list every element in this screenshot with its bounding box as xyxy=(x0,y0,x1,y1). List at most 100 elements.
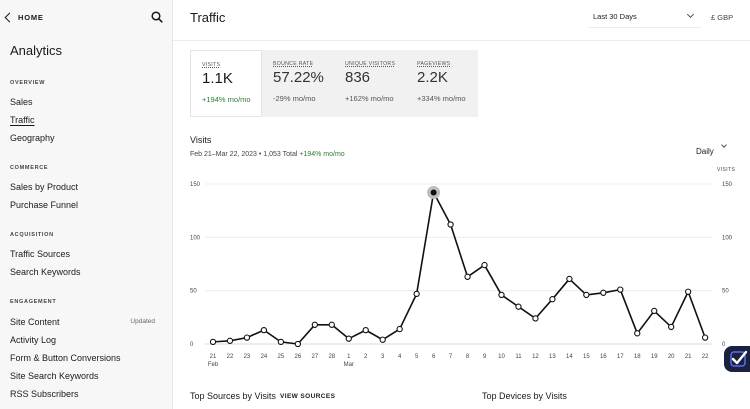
view-sources-link[interactable]: VIEW SOURCES xyxy=(280,393,336,400)
sidebar-item-sales-by-product[interactable]: Sales by Product xyxy=(10,182,79,192)
search-button[interactable] xyxy=(150,10,164,24)
interval-value: Daily xyxy=(696,147,714,156)
sidebar-item-search-keywords[interactable]: Search Keywords xyxy=(10,267,81,277)
data-point xyxy=(226,337,234,344)
x-tick-label: 19 xyxy=(651,354,658,360)
metric-label: BOUNCE RATE xyxy=(273,61,314,67)
sidebar-title: Analytics xyxy=(10,43,63,58)
section-engagement: ENGAGEMENT xyxy=(10,299,57,305)
x-tick-label: 22 xyxy=(227,354,234,360)
sidebar-top-row: HOME xyxy=(4,10,164,24)
data-point xyxy=(634,330,641,337)
sidebar-item-activity-log[interactable]: Activity Log xyxy=(10,335,57,345)
data-point xyxy=(396,325,403,333)
search-icon xyxy=(151,11,163,23)
x-month-label: Feb xyxy=(208,362,219,368)
data-point xyxy=(345,335,352,342)
sidebar-item-form-button-conversions[interactable]: Form & Button Conversions xyxy=(10,353,121,363)
metric-label: VISITS xyxy=(202,62,221,68)
x-tick-label: 14 xyxy=(566,354,573,360)
y-tick-label-right: 100 xyxy=(722,235,733,241)
x-tick-label: 12 xyxy=(532,354,539,360)
currency-select[interactable]: £ GBP xyxy=(711,13,734,22)
x-tick-label: 26 xyxy=(295,354,302,360)
x-tick-label: 1 xyxy=(347,354,351,360)
y-tick-label-left: 150 xyxy=(190,182,201,188)
help-fab-button[interactable] xyxy=(724,346,750,372)
data-point xyxy=(277,338,285,346)
metric-card-unique-visitors[interactable]: UNIQUE VISITORS 836 +162% mo/mo xyxy=(334,50,406,117)
data-point xyxy=(311,321,318,328)
x-tick-label: 4 xyxy=(398,354,402,360)
x-tick-label: 2 xyxy=(364,354,368,360)
sidebar-item-site-search-keywords[interactable]: Site Search Keywords xyxy=(10,371,99,381)
x-tick-label: 6 xyxy=(432,354,436,360)
data-point xyxy=(209,338,217,346)
data-point xyxy=(532,315,539,322)
sidebar: HOME Analytics OVERVIEW Sales Traffic Ge… xyxy=(0,0,173,409)
page-header: Traffic Last 30 Days £ GBP xyxy=(173,0,750,41)
x-tick-label: 23 xyxy=(244,354,251,360)
checkmark-icon xyxy=(730,350,748,367)
chart-date-total: Feb 21–Mar 22, 2023 • 1,053 Total xyxy=(190,151,298,158)
metric-change: -29% mo/mo xyxy=(273,94,316,103)
chart-change: +194% mo/mo xyxy=(299,151,345,158)
y-tick-label-right: 50 xyxy=(722,289,729,295)
x-tick-label: 9 xyxy=(483,354,487,360)
x-tick-label: 16 xyxy=(600,354,607,360)
updated-badge: Updated xyxy=(130,318,155,325)
data-point xyxy=(515,303,522,310)
data-point-highlight xyxy=(430,189,437,196)
x-tick-label: 5 xyxy=(415,354,419,360)
home-back-button[interactable]: HOME xyxy=(4,12,44,22)
data-point xyxy=(464,273,471,280)
metric-value: 1.1K xyxy=(202,70,233,87)
sidebar-item-traffic-sources[interactable]: Traffic Sources xyxy=(10,249,71,259)
data-point xyxy=(379,336,386,343)
top-sources-title: Top Sources by Visits xyxy=(190,391,276,401)
data-point xyxy=(566,275,573,283)
sidebar-item-site-content[interactable]: Site Content xyxy=(10,317,60,327)
metric-card-pageviews[interactable]: PAGEVIEWS 2.2K +334% mo/mo xyxy=(406,50,478,117)
data-point xyxy=(583,291,590,299)
x-tick-label: 24 xyxy=(261,354,268,360)
date-range-value: Last 30 Days xyxy=(593,12,637,21)
y-tick-label-right: 0 xyxy=(722,342,726,348)
sidebar-item-geography[interactable]: Geography xyxy=(10,133,55,143)
y-tick-label-right: 150 xyxy=(722,182,733,188)
interval-select[interactable]: Daily xyxy=(696,141,736,156)
x-month-label: Mar xyxy=(344,362,354,368)
metric-value: 57.22% xyxy=(273,69,324,86)
y-tick-label-left: 100 xyxy=(190,235,201,241)
sidebar-item-sales[interactable]: Sales xyxy=(10,97,33,107)
metric-card-bounce-rate[interactable]: BOUNCE RATE 57.22% -29% mo/mo xyxy=(262,50,334,117)
data-point xyxy=(498,291,505,299)
series-line xyxy=(212,191,706,345)
metric-cards: VISITS 1.1K +194% mo/mo BOUNCE RATE 57.2… xyxy=(190,50,478,117)
metric-change: +162% mo/mo xyxy=(345,94,394,103)
sidebar-item-purchase-funnel[interactable]: Purchase Funnel xyxy=(10,200,79,210)
metric-change: +334% mo/mo xyxy=(417,94,466,103)
section-acquisition: ACQUISITION xyxy=(10,232,54,238)
sidebar-item-rss-subscribers[interactable]: RSS Subscribers xyxy=(10,389,79,399)
data-point xyxy=(294,340,301,348)
chart-title: Visits xyxy=(190,135,212,145)
data-point xyxy=(260,326,268,334)
data-point xyxy=(617,286,624,293)
y-tick-label-left: 0 xyxy=(190,342,194,348)
sidebar-item-traffic[interactable]: Traffic xyxy=(10,115,35,125)
x-tick-label: 27 xyxy=(311,354,318,360)
page-title: Traffic xyxy=(190,10,226,25)
x-tick-label: 21 xyxy=(210,354,217,360)
data-point xyxy=(685,288,692,295)
top-devices-title: Top Devices by Visits xyxy=(482,391,567,401)
section-commerce: COMMERCE xyxy=(10,165,49,171)
x-tick-label: 15 xyxy=(583,354,590,360)
x-tick-label: 20 xyxy=(668,354,675,360)
metric-card-visits[interactable]: VISITS 1.1K +194% mo/mo xyxy=(190,50,262,117)
data-point xyxy=(701,334,709,341)
x-tick-label: 11 xyxy=(515,354,522,360)
date-range-select[interactable]: Last 30 Days xyxy=(588,6,701,28)
data-point xyxy=(243,334,251,341)
